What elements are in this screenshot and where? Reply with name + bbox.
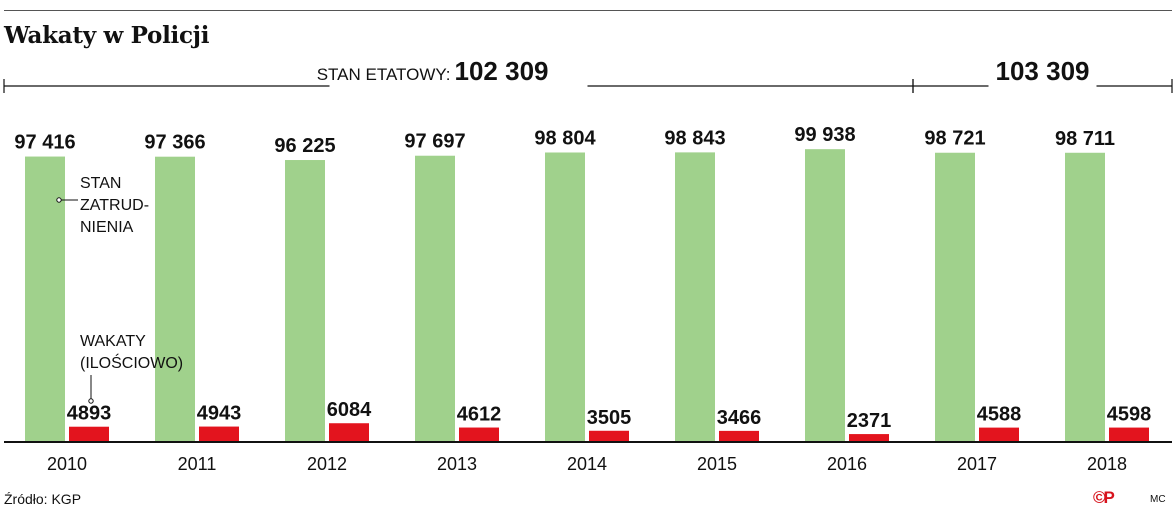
bar-vacancies-2018	[1109, 427, 1149, 441]
label-vacancies-2016: 2371	[847, 410, 892, 432]
annotation-vacancies-line-1: (ILOŚCIOWO)	[80, 353, 183, 372]
x-tick-2016: 2016	[827, 454, 867, 474]
establishment-value-1: 103 309	[996, 56, 1090, 86]
source-note: Źródło: KGP	[4, 491, 82, 507]
label-employed-2010: 97 416	[14, 132, 75, 154]
bar-vacancies-2013	[459, 427, 499, 441]
label-vacancies-2018: 4598	[1107, 404, 1152, 426]
x-tick-2012: 2012	[307, 454, 347, 474]
label-vacancies-2017: 4588	[977, 404, 1022, 426]
copyright-logo: ©P	[1093, 488, 1115, 507]
x-tick-2013: 2013	[437, 454, 477, 474]
author-credit: MC	[1150, 494, 1166, 505]
annotation-employed-line-1: ZATRUD-	[80, 197, 149, 214]
x-tick-2018: 2018	[1087, 454, 1127, 474]
bar-vacancies-2012	[329, 423, 369, 441]
bar-vacancies-2016	[849, 434, 889, 441]
bar-employed-2017	[935, 152, 975, 441]
bar-vacancies-2015	[719, 430, 759, 441]
label-employed-2012: 96 225	[274, 135, 335, 157]
label-employed-2014: 98 804	[534, 127, 596, 149]
label-vacancies-2011: 4943	[197, 403, 242, 425]
top-rule	[4, 10, 1172, 11]
annotation-employed-dot	[56, 197, 62, 203]
label-employed-2016: 99 938	[794, 124, 855, 146]
label-vacancies-2015: 3466	[717, 407, 762, 429]
bar-vacancies-2017	[979, 427, 1019, 441]
bar-vacancies-2011	[199, 426, 239, 441]
x-tick-2017: 2017	[957, 454, 997, 474]
x-tick-2011: 2011	[178, 454, 217, 474]
x-tick-2015: 2015	[697, 454, 737, 474]
bar-employed-2014	[545, 152, 585, 442]
chart-title: Wakaty w Policji	[4, 22, 210, 49]
establishment-label-bg-0	[329, 64, 588, 94]
bar-employed-2018	[1065, 152, 1105, 441]
label-employed-2015: 98 843	[664, 127, 725, 149]
bar-employed-2011	[155, 156, 195, 441]
label-employed-2011: 97 366	[144, 132, 205, 154]
label-vacancies-2013: 4612	[457, 404, 502, 426]
label-vacancies-2014: 3505	[587, 407, 632, 429]
label-employed-2017: 98 721	[924, 128, 985, 150]
bar-employed-2016	[805, 149, 845, 442]
bar-employed-2010	[25, 156, 65, 441]
label-vacancies-2010: 4893	[67, 403, 112, 425]
establishment-label-0: STAN ETATOWY:	[317, 65, 451, 84]
annotation-vacancies-line-0: WAKATY	[80, 333, 146, 350]
bar-vacancies-2014	[589, 430, 629, 441]
x-tick-2010: 2010	[47, 454, 87, 474]
label-employed-2013: 97 697	[404, 131, 465, 153]
annotation-vacancies-dot	[88, 398, 94, 404]
establishment-label-bg-1	[988, 64, 1097, 94]
annotation-employed-line-0: STAN	[80, 175, 121, 192]
label-employed-2018: 98 711	[1055, 128, 1115, 150]
bar-employed-2012	[285, 160, 325, 441]
label-vacancies-2012: 6084	[327, 399, 372, 421]
x-tick-2014: 2014	[567, 454, 607, 474]
annotation-employed-line-2: NIENIA	[80, 219, 134, 236]
bar-employed-2015	[675, 152, 715, 442]
bar-employed-2013	[415, 155, 455, 441]
establishment-value-0: 102 309	[455, 56, 549, 86]
bar-vacancies-2010	[69, 426, 109, 441]
